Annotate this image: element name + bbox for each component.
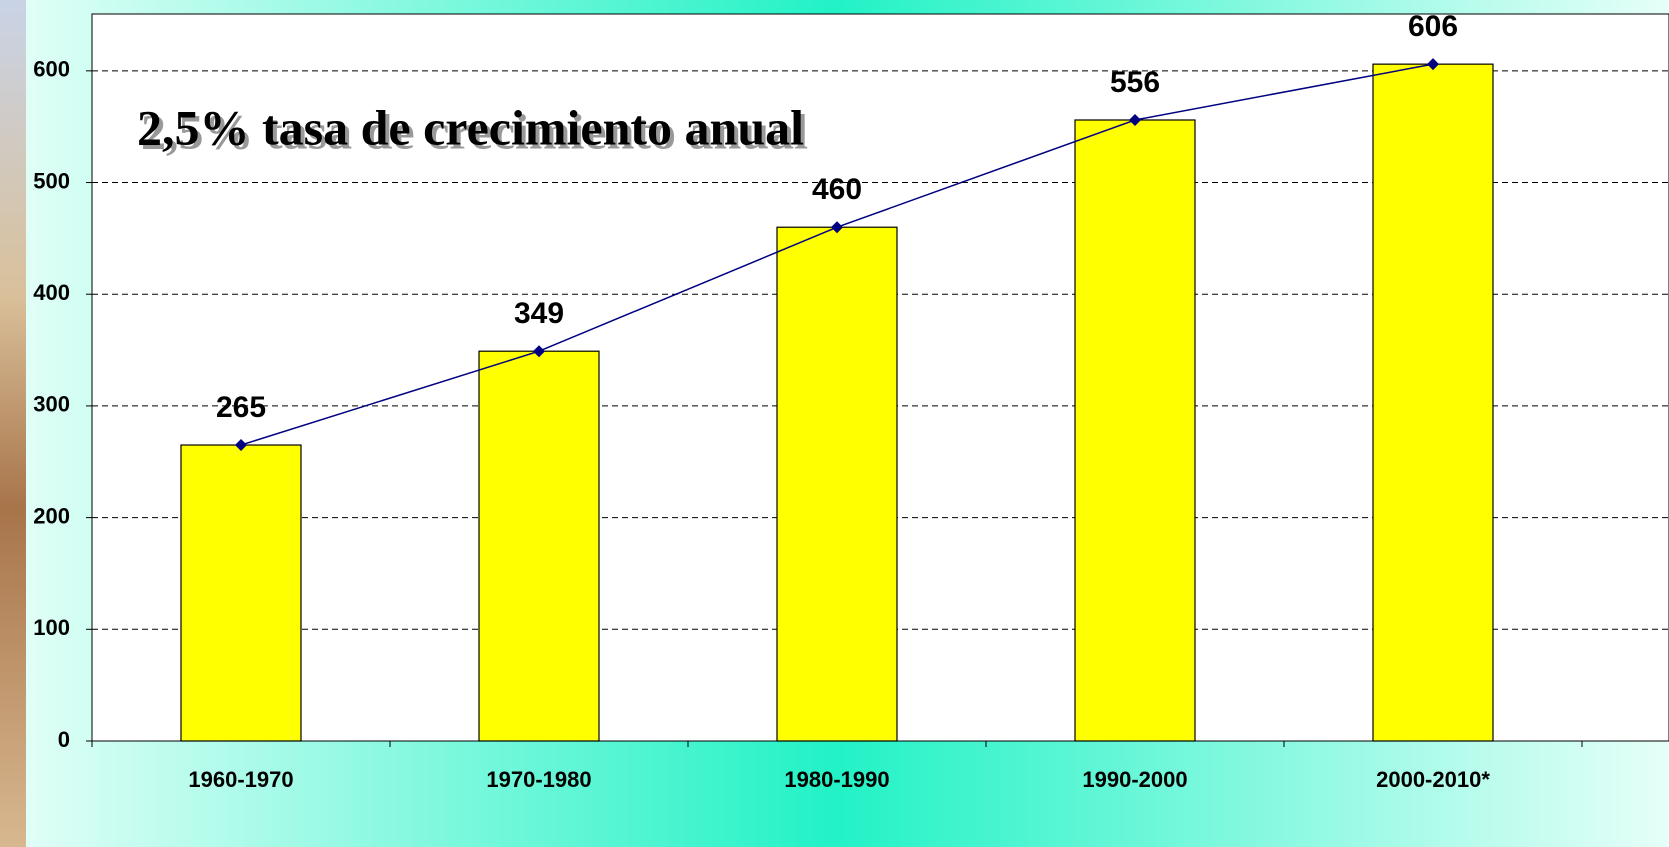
data-label: 460 [812,173,862,206]
data-label: 606 [1408,10,1458,43]
x-tick-label: 1970-1980 [486,767,591,792]
y-tick-label: 300 [33,392,70,417]
page: {"chart_data": {"type": "bar", "annotati… [0,0,1669,847]
x-tick-label: 1990-2000 [1082,767,1187,792]
x-tick-label: 2000-2010* [1376,767,1490,792]
chart: 0 100 200 300 400 500 600 1960-1970 1970-1980 198… [0,0,1669,847]
bar [479,351,599,741]
x-tick-label: 1960-1970 [188,767,293,792]
y-tick-label: 200 [33,503,70,528]
bar [777,227,897,741]
annotation: 2,5% tasa de crecimiento anual [137,99,804,155]
bar [1075,120,1195,741]
data-label: 556 [1110,66,1160,99]
y-tick-label: 400 [33,280,70,305]
y-tick-label: 100 [33,615,70,640]
bar [181,445,301,741]
data-label: 349 [514,297,564,330]
y-tick-label: 0 [58,727,70,752]
y-tick-label: 600 [33,57,70,82]
x-tick-label: 1980-1990 [784,767,889,792]
y-tick-label: 500 [33,168,70,193]
bar [1373,64,1493,741]
data-label: 265 [216,391,266,424]
side-decoration [0,0,26,847]
